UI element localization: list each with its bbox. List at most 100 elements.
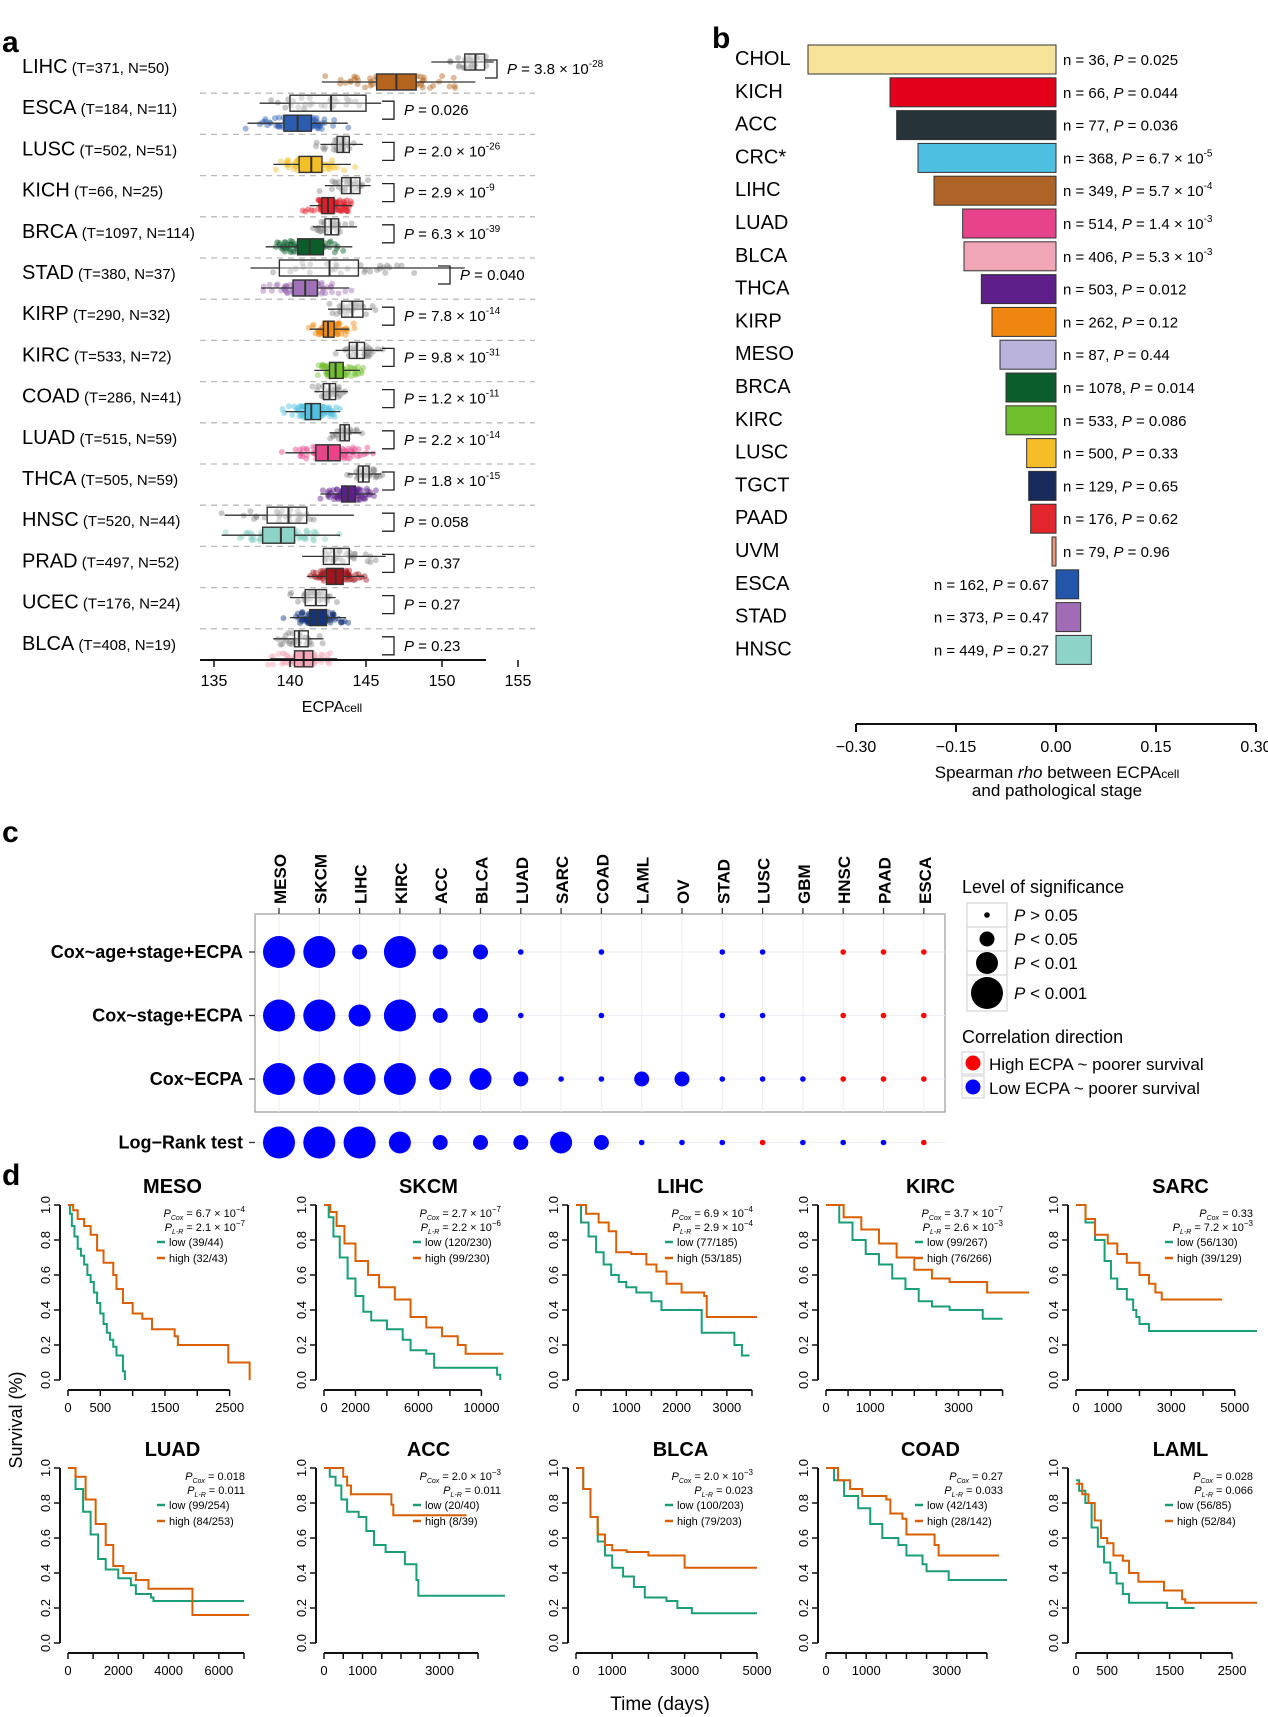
tumor-point: [332, 493, 339, 500]
tumor-point: [347, 446, 354, 453]
bar-group-kirp: KIRP n = 262, P = 0.12: [735, 306, 1178, 337]
tumor-point: [316, 197, 323, 204]
legend-high-label: high (32/43): [169, 1253, 228, 1265]
tumor-point: [276, 114, 283, 121]
significance-dot: [719, 1012, 726, 1019]
x-tick-label: 1000: [598, 1663, 627, 1678]
bar-group-brca: BRCA n = 1078, P = 0.014: [735, 372, 1195, 403]
y-tick-label: 0.6: [1046, 1266, 1061, 1284]
normal-point: [315, 224, 322, 231]
legend-size-label: P < 0.001: [1014, 984, 1087, 1003]
legend-low-label: low (56/130): [1177, 1237, 1238, 1249]
significance-dot: [263, 1063, 295, 1095]
significance-dot: [383, 999, 416, 1032]
tumor-point: [338, 207, 345, 214]
significance-dot: [840, 949, 846, 955]
tumor-point: [346, 567, 353, 574]
tumor-point: [333, 199, 340, 206]
normal-point: [322, 144, 329, 151]
tumor-point: [321, 116, 328, 123]
tumor-point: [325, 166, 332, 173]
normal-point: [468, 61, 475, 68]
box-group-hnsc: HNSC (T=520, N=44) P = 0.058: [22, 504, 535, 545]
p-cox: PCox = 0.27: [949, 1471, 1003, 1485]
tumor-point: [315, 331, 322, 338]
tumor-point: [345, 619, 352, 626]
tumor-point: [303, 455, 310, 462]
tumor-point: [430, 82, 437, 89]
tumor-point: [334, 330, 341, 337]
significance-dot: [513, 1071, 529, 1087]
y-tick-label: 1.0: [38, 1459, 53, 1477]
tumor-point: [243, 529, 250, 536]
y-tick-label: 1.0: [546, 1459, 561, 1477]
tumor-point: [336, 531, 343, 538]
tumor-point: [334, 331, 341, 338]
normal-point: [477, 55, 484, 62]
normal-point: [335, 184, 342, 191]
significance-dot: [759, 1139, 766, 1146]
tumor-point: [355, 485, 362, 492]
normal-point: [329, 391, 336, 398]
tumor-point: [297, 404, 304, 411]
significance-bracket: [382, 182, 395, 203]
panel-c-dotmatrix: MESO SKCM LIHC KIRC ACC BLCA LUAD SARC COAD LAML O…: [51, 854, 1204, 1159]
x-tick-label: 3000: [1157, 1400, 1186, 1415]
normal-point: [336, 303, 343, 310]
p-value: P = 3.8 × 10-28: [507, 59, 604, 78]
x-tick-label: 0: [572, 1400, 579, 1415]
bar-annotation: n = 162, P = 0.67: [934, 577, 1049, 594]
tumor-point: [262, 116, 269, 123]
normal-point: [295, 598, 302, 605]
normal-point: [332, 350, 339, 357]
bar-category-label: KIRP: [735, 310, 782, 332]
group-counts: (T=408, N=19): [74, 637, 176, 654]
bar-group-hnsc: HNSC n = 449, P = 0.27: [735, 634, 1092, 665]
tumor-point: [341, 199, 348, 206]
tumor-point: [452, 84, 459, 91]
normal-point: [328, 185, 335, 192]
tumor-point: [330, 122, 337, 129]
bar-annotation: n = 129, P = 0.65: [1063, 478, 1178, 495]
tumor-point: [345, 201, 352, 208]
tumor-point: [319, 363, 326, 370]
tumor-point: [325, 491, 332, 498]
tumor-point: [323, 371, 330, 378]
bar-category-label: MESO: [735, 343, 794, 365]
tumor-point: [331, 496, 338, 503]
panel-label-b: b: [712, 22, 730, 55]
significance-dot: [518, 949, 524, 955]
bar-annotation: n = 87, P = 0.44: [1063, 347, 1170, 364]
y-tick-label: 0.8: [546, 1494, 561, 1512]
significance-dot: [840, 1139, 846, 1146]
normal-point: [330, 432, 337, 439]
km-plot-kirc: KIRC 0.0 0.2 0.4 0.6 0.8 1.0 0 1000 3000 PCox = 3.…: [796, 1176, 1030, 1415]
row-label: Log−Rank test: [118, 1133, 243, 1153]
significance-dot: [343, 1126, 376, 1159]
normal-point: [270, 269, 277, 276]
group-label: COAD (T=286, N=41): [22, 386, 182, 408]
normal-box: [278, 259, 360, 277]
column-label: KIRC: [392, 862, 411, 904]
tumor-point: [357, 452, 364, 459]
x-tick-label: 1500: [151, 1400, 180, 1415]
normal-point: [300, 105, 307, 112]
p-cox: PCox = 6.9 × 10−4: [671, 1205, 753, 1222]
y-tick-label: 0.2: [796, 1599, 811, 1617]
y-tick-label: 0.0: [1046, 1371, 1061, 1389]
tumor-point: [287, 281, 294, 288]
tumor-point: [317, 328, 324, 335]
significance-dot: [880, 1076, 887, 1082]
column-label: STAD: [714, 859, 733, 904]
normal-point: [287, 268, 294, 275]
tumor-point: [297, 452, 304, 459]
normal-point: [339, 558, 346, 565]
km-title: SKCM: [399, 1176, 458, 1198]
tumor-point: [340, 198, 347, 205]
tumor-point: [287, 241, 294, 248]
group-counts: (T=66, N=25): [70, 184, 163, 201]
tumor-point: [298, 610, 305, 617]
km-title: SARC: [1152, 1176, 1209, 1198]
significance-dot: [303, 1126, 336, 1159]
panel-label-a: a: [2, 26, 19, 59]
